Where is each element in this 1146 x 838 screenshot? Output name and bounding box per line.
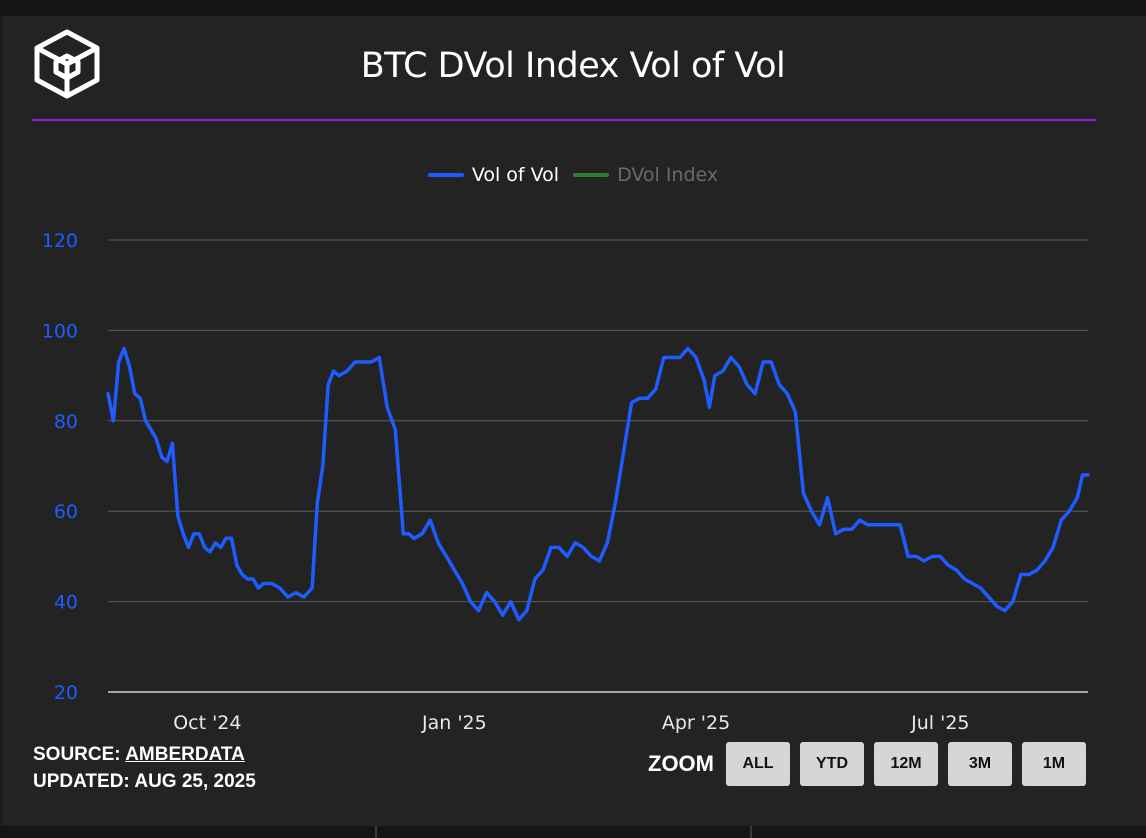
legend-item-vol-of-vol[interactable]: Vol of Vol xyxy=(427,164,560,186)
zoom-1m-button[interactable]: 1M xyxy=(1022,742,1086,786)
legend-label-dvol-index: DVol Index xyxy=(617,164,719,186)
legend-label-vol-of-vol: Vol of Vol xyxy=(471,164,560,186)
bottom-divider xyxy=(750,826,752,838)
series-line-vol-of-vol[interactable] xyxy=(106,346,1090,622)
y-tick-label: 100 xyxy=(42,320,78,342)
x-tick-label: Oct '24 xyxy=(173,712,241,734)
zoom-ytd-button[interactable]: YTD xyxy=(800,742,864,786)
legend-swatch-vol-of-vol xyxy=(427,173,464,177)
zoom-12m-button[interactable]: 12M xyxy=(874,742,938,786)
x-tick-label: Jan '25 xyxy=(421,712,487,734)
y-tick-label: 20 xyxy=(54,682,78,704)
x-tick-label: Apr '25 xyxy=(662,712,730,734)
source-link[interactable]: AMBERDATA xyxy=(125,744,245,765)
chart-title: BTC DVol Index Vol of Vol xyxy=(360,46,786,86)
zoom-controls: ZOOM ALL YTD 12M 3M 1M xyxy=(648,742,1096,786)
updated-line: UPDATED: AUG 25, 2025 xyxy=(33,768,256,795)
chart-footer: SOURCE: AMBERDATA UPDATED: AUG 25, 2025 xyxy=(33,741,256,795)
y-tick-label: 60 xyxy=(54,501,78,523)
updated-value: AUG 25, 2025 xyxy=(134,771,256,792)
source-line: SOURCE: AMBERDATA xyxy=(33,741,256,768)
bottom-strip xyxy=(0,826,1146,838)
title-divider xyxy=(32,119,1096,121)
bottom-divider xyxy=(375,826,377,838)
zoom-3m-button[interactable]: 3M xyxy=(948,742,1012,786)
zoom-label: ZOOM xyxy=(648,751,714,776)
y-tick-label: 80 xyxy=(54,411,78,433)
source-label: SOURCE: xyxy=(33,744,121,765)
cube-logo-icon xyxy=(34,29,100,99)
y-tick-label: 40 xyxy=(54,592,78,614)
chart-legend: Vol of Vol DVol Index xyxy=(0,164,1146,186)
zoom-all-button[interactable]: ALL xyxy=(726,742,790,786)
y-tick-label: 120 xyxy=(42,230,78,252)
x-tick-label: Jul '25 xyxy=(910,712,969,734)
updated-label: UPDATED: xyxy=(33,771,130,792)
legend-swatch-dvol-index xyxy=(573,173,610,177)
chart-header xyxy=(0,0,1146,122)
legend-item-dvol-index[interactable]: DVol Index xyxy=(573,164,718,186)
